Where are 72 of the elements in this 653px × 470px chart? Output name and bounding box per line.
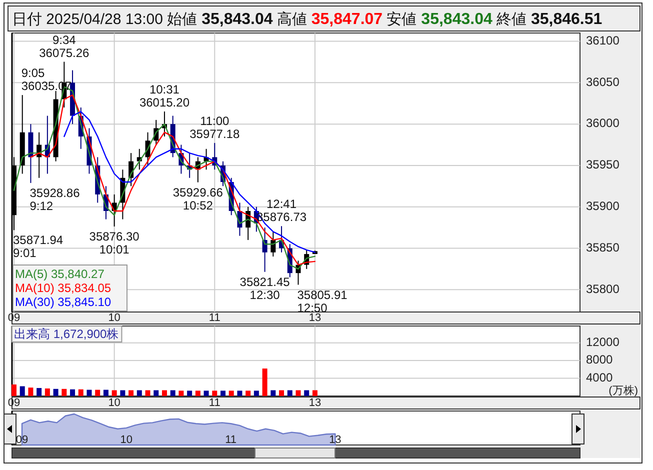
bar — [254, 390, 259, 396]
y-axis-title: (万株) — [608, 384, 638, 397]
bar — [162, 390, 167, 396]
bar — [237, 390, 242, 396]
annotation: 35876.30 10:01 — [89, 229, 140, 256]
bar — [279, 390, 284, 396]
y-tick-label: 8000 — [586, 352, 614, 367]
bar — [136, 390, 142, 396]
bar — [287, 390, 292, 396]
text: MA(5) 35,840.27 — [15, 267, 105, 281]
y-tick-label: 36000 — [586, 116, 620, 130]
annotation: 11:00 35977.18 — [190, 114, 240, 141]
chart-title: 出来高 1,672,900株 — [14, 327, 119, 341]
bar — [312, 390, 318, 396]
y-tick-label: 4000 — [586, 370, 614, 384]
y-tick-label: 35900 — [586, 199, 620, 214]
bar — [20, 386, 25, 396]
y-tick-label: 36100 — [586, 33, 620, 48]
bar — [128, 390, 134, 396]
y-tick-label: 35800 — [586, 282, 620, 296]
bar — [296, 390, 301, 396]
bar — [44, 388, 50, 396]
x-tick-label: 10 — [108, 312, 120, 324]
annotation: 35929.66 10:52 — [172, 185, 224, 212]
y-tick-label: 35950 — [586, 158, 620, 172]
bar — [70, 389, 76, 396]
bar — [120, 390, 126, 396]
bar — [95, 390, 100, 396]
annotation: 9:34 36075.26 — [39, 32, 90, 60]
x-tick-label: 11 — [225, 434, 237, 446]
x-tick-label: 11 — [208, 312, 220, 324]
bar — [170, 390, 176, 396]
annotation: 35871.94 9:01 — [13, 233, 64, 260]
x-tick-label: 10 — [120, 434, 133, 446]
x-tick-label: 13 — [308, 312, 322, 324]
y-tick-label: 12000 — [586, 335, 620, 350]
bar — [103, 390, 108, 396]
bar — [246, 390, 251, 396]
bar — [187, 390, 192, 396]
candlestick — [270, 231, 276, 258]
annotation: 35928.86 9:12 — [30, 186, 80, 213]
x-tick-label: 10 — [108, 397, 120, 409]
bar — [204, 390, 209, 396]
bar — [78, 389, 84, 396]
bar — [154, 390, 159, 396]
bar — [12, 384, 16, 396]
x-tick-label: 13 — [329, 434, 342, 446]
bar — [270, 390, 276, 396]
bar — [212, 390, 218, 396]
bar — [178, 390, 184, 396]
y-tick-label: 36050 — [586, 74, 620, 89]
bar — [228, 390, 234, 396]
y-tick-label: 35850 — [586, 240, 620, 254]
annotation: 10:31 36015.20 — [139, 82, 190, 110]
bar — [262, 368, 268, 396]
bar — [195, 390, 200, 396]
bar — [304, 390, 310, 396]
bar — [145, 390, 150, 396]
bar — [86, 390, 92, 396]
x-tick-label: 13 — [308, 397, 322, 409]
annotation: 35821.45 12:30 — [240, 274, 290, 302]
x-tick-label: 09 — [16, 434, 28, 446]
bar — [220, 390, 226, 396]
text: MA(10) 35,834.05 — [15, 281, 112, 295]
bar — [28, 388, 34, 396]
bar — [112, 390, 117, 396]
chart-title: 日付 2025/04/28 13:00 始値 35,843.04 高値 35,847.07 安値 35,843.04 終値 35,846.51 — [12, 11, 602, 28]
bar — [62, 388, 67, 396]
bar — [53, 388, 58, 396]
x-tick-label: 11 — [208, 397, 220, 409]
bar — [36, 388, 42, 396]
text: MA(30) 35,845.10 — [15, 295, 112, 309]
